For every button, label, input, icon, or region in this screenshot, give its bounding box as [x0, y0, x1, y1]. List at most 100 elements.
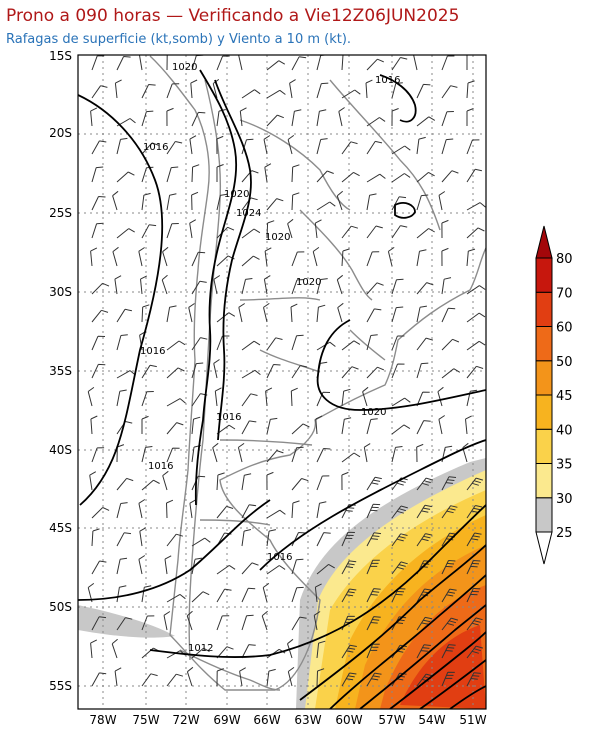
wind-barb: [216, 164, 224, 182]
wind-barb: [314, 583, 322, 603]
wind-barb: [89, 471, 97, 491]
wind-barb: [316, 109, 327, 127]
isobars: [78, 69, 486, 709]
wind-barb: [191, 647, 210, 659]
wind-barb: [291, 446, 304, 463]
wind-barb: [441, 55, 455, 71]
wind-barb: [91, 363, 106, 379]
isobar-andes: [194, 69, 238, 506]
wind-barb: [316, 201, 336, 211]
bolivia-border: [239, 119, 351, 211]
wind-barb: [91, 528, 100, 547]
wind-barb: [266, 89, 286, 99]
colorbar-label: 25: [556, 526, 573, 541]
tierra-del-fuego: [179, 649, 281, 691]
wind-barb: [466, 477, 484, 491]
isobar-north: [379, 74, 417, 123]
wind-barb: [116, 171, 135, 183]
wind-barb: [116, 370, 136, 379]
wind-barb: [466, 168, 483, 183]
wind-barb: [441, 476, 457, 491]
wind-barb: [116, 532, 132, 547]
wind-barb: [191, 111, 206, 127]
wind-barb: [139, 527, 147, 547]
isobar-andes-2: [214, 79, 252, 441]
coastlines-borders: [149, 55, 486, 691]
wind-barb: [466, 108, 474, 126]
wind-barb: [291, 192, 300, 211]
wind-barb: [416, 305, 427, 323]
wind-barb: [291, 56, 307, 71]
wind-barb: [114, 275, 122, 295]
wind-barb: [416, 136, 426, 155]
wind-barb: [216, 472, 225, 491]
wind-barb: [341, 89, 361, 99]
wind-barb: [141, 84, 156, 99]
wind-barb: [441, 560, 456, 575]
wind-barb: [366, 366, 385, 379]
wind-barb: [466, 55, 469, 70]
wind-barb: [166, 166, 179, 183]
wind-barb: [239, 667, 246, 687]
wind-barb: [265, 387, 273, 407]
colorbar-label: 60: [556, 321, 573, 336]
wind-barb: [391, 196, 407, 211]
wind-barb: [161, 274, 168, 295]
wind-barb: [90, 639, 98, 659]
wind-barb: [141, 304, 150, 323]
isobar-label: 1020: [361, 407, 386, 418]
wind-barb: [441, 368, 461, 379]
lat-label: 25S: [49, 206, 72, 220]
wind-barb: [416, 194, 429, 211]
lon-label: 69W: [213, 713, 240, 727]
wind-barb: [141, 110, 154, 127]
wind-barb: [191, 164, 200, 183]
wind-barb: [141, 415, 149, 434]
latitude-labels: 15S 20S 25S 30S 35S 40S 45S 50S 55S: [49, 49, 72, 693]
wind-barb: [166, 422, 184, 435]
wind-barb: [166, 398, 186, 407]
wind-barb: [466, 365, 484, 379]
wind-barb: [363, 443, 371, 463]
wind-barb: [391, 57, 408, 71]
wind-barb: [287, 218, 294, 239]
isobar-line: [329, 574, 486, 709]
wind-barb: [366, 225, 383, 239]
wind-barb: [416, 504, 432, 519]
wind-barb: [341, 644, 357, 659]
wind-barb: [139, 55, 143, 71]
wind-barb: [341, 531, 355, 547]
wind-barb: [366, 140, 383, 155]
wind-barb: [91, 85, 108, 99]
wind-barb: [166, 107, 174, 127]
wind-barb: [416, 337, 434, 351]
wind-barb: [90, 107, 98, 127]
wind-barb: [314, 219, 322, 239]
wind-barb: [241, 278, 253, 295]
wind-barb: [216, 564, 236, 575]
wind-barb: [416, 116, 436, 127]
wind-barb: [316, 448, 331, 463]
wind-barb: [191, 280, 207, 295]
wind-barb: [91, 507, 110, 519]
wind-barb: [116, 502, 128, 519]
wind-barb: [214, 387, 222, 407]
wind-barb: [266, 417, 278, 435]
wind-barb: [263, 302, 270, 323]
lat-label: 15S: [49, 49, 72, 63]
gust-area-25-west: [78, 605, 175, 638]
wind-barb: [189, 135, 197, 155]
wind-barb: [216, 668, 224, 687]
wind-barb: [341, 248, 350, 267]
wind-barb: [291, 365, 308, 379]
wind-barb: [441, 505, 458, 519]
isobar-line: [78, 499, 271, 601]
wind-barb: [416, 420, 431, 435]
wind-barb: [164, 555, 172, 575]
wind-barb: [216, 312, 236, 323]
wind-barb: [438, 415, 445, 435]
wind-barb: [466, 617, 483, 631]
wind-barb: [116, 557, 128, 575]
wind-barb: [438, 191, 446, 211]
wind-barb: [362, 386, 369, 407]
